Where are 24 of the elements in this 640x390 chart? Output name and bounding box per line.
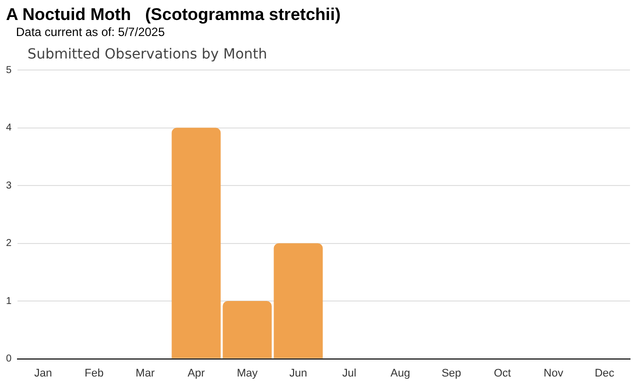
x-tick-label: Sep <box>442 367 462 380</box>
x-tick-label: Oct <box>494 367 511 380</box>
x-tick-label: Jul <box>342 367 356 380</box>
x-tick-label: Apr <box>188 367 206 380</box>
y-tick-label: 2 <box>6 238 12 250</box>
text: Submitted Observations by Month <box>28 46 268 63</box>
bar <box>172 128 221 358</box>
y-tick-label: 0 <box>6 354 12 365</box>
x-tick-label: Dec <box>594 367 615 380</box>
x-tick-label: Nov <box>544 367 564 380</box>
y-tick-label: 5 <box>6 64 12 76</box>
x-tick-label: May <box>236 367 258 380</box>
x-tick-label: Jan <box>34 367 52 380</box>
chart-title: A Noctuid Moth (Scotogramma stretchii) <box>6 5 341 25</box>
chart-subtitle: Data current as of: 5/7/2025 <box>16 25 165 39</box>
x-tick-label: Mar <box>136 367 155 380</box>
y-tick-label: 4 <box>6 122 12 134</box>
x-tick-label: Feb <box>84 367 104 380</box>
y-tick-label: 3 <box>6 180 12 192</box>
bar <box>274 243 323 358</box>
y-tick-label: 1 <box>6 296 12 307</box>
x-tick-label: Jun <box>289 367 308 380</box>
x-tick-label: Aug <box>390 367 410 380</box>
bar <box>222 301 272 358</box>
